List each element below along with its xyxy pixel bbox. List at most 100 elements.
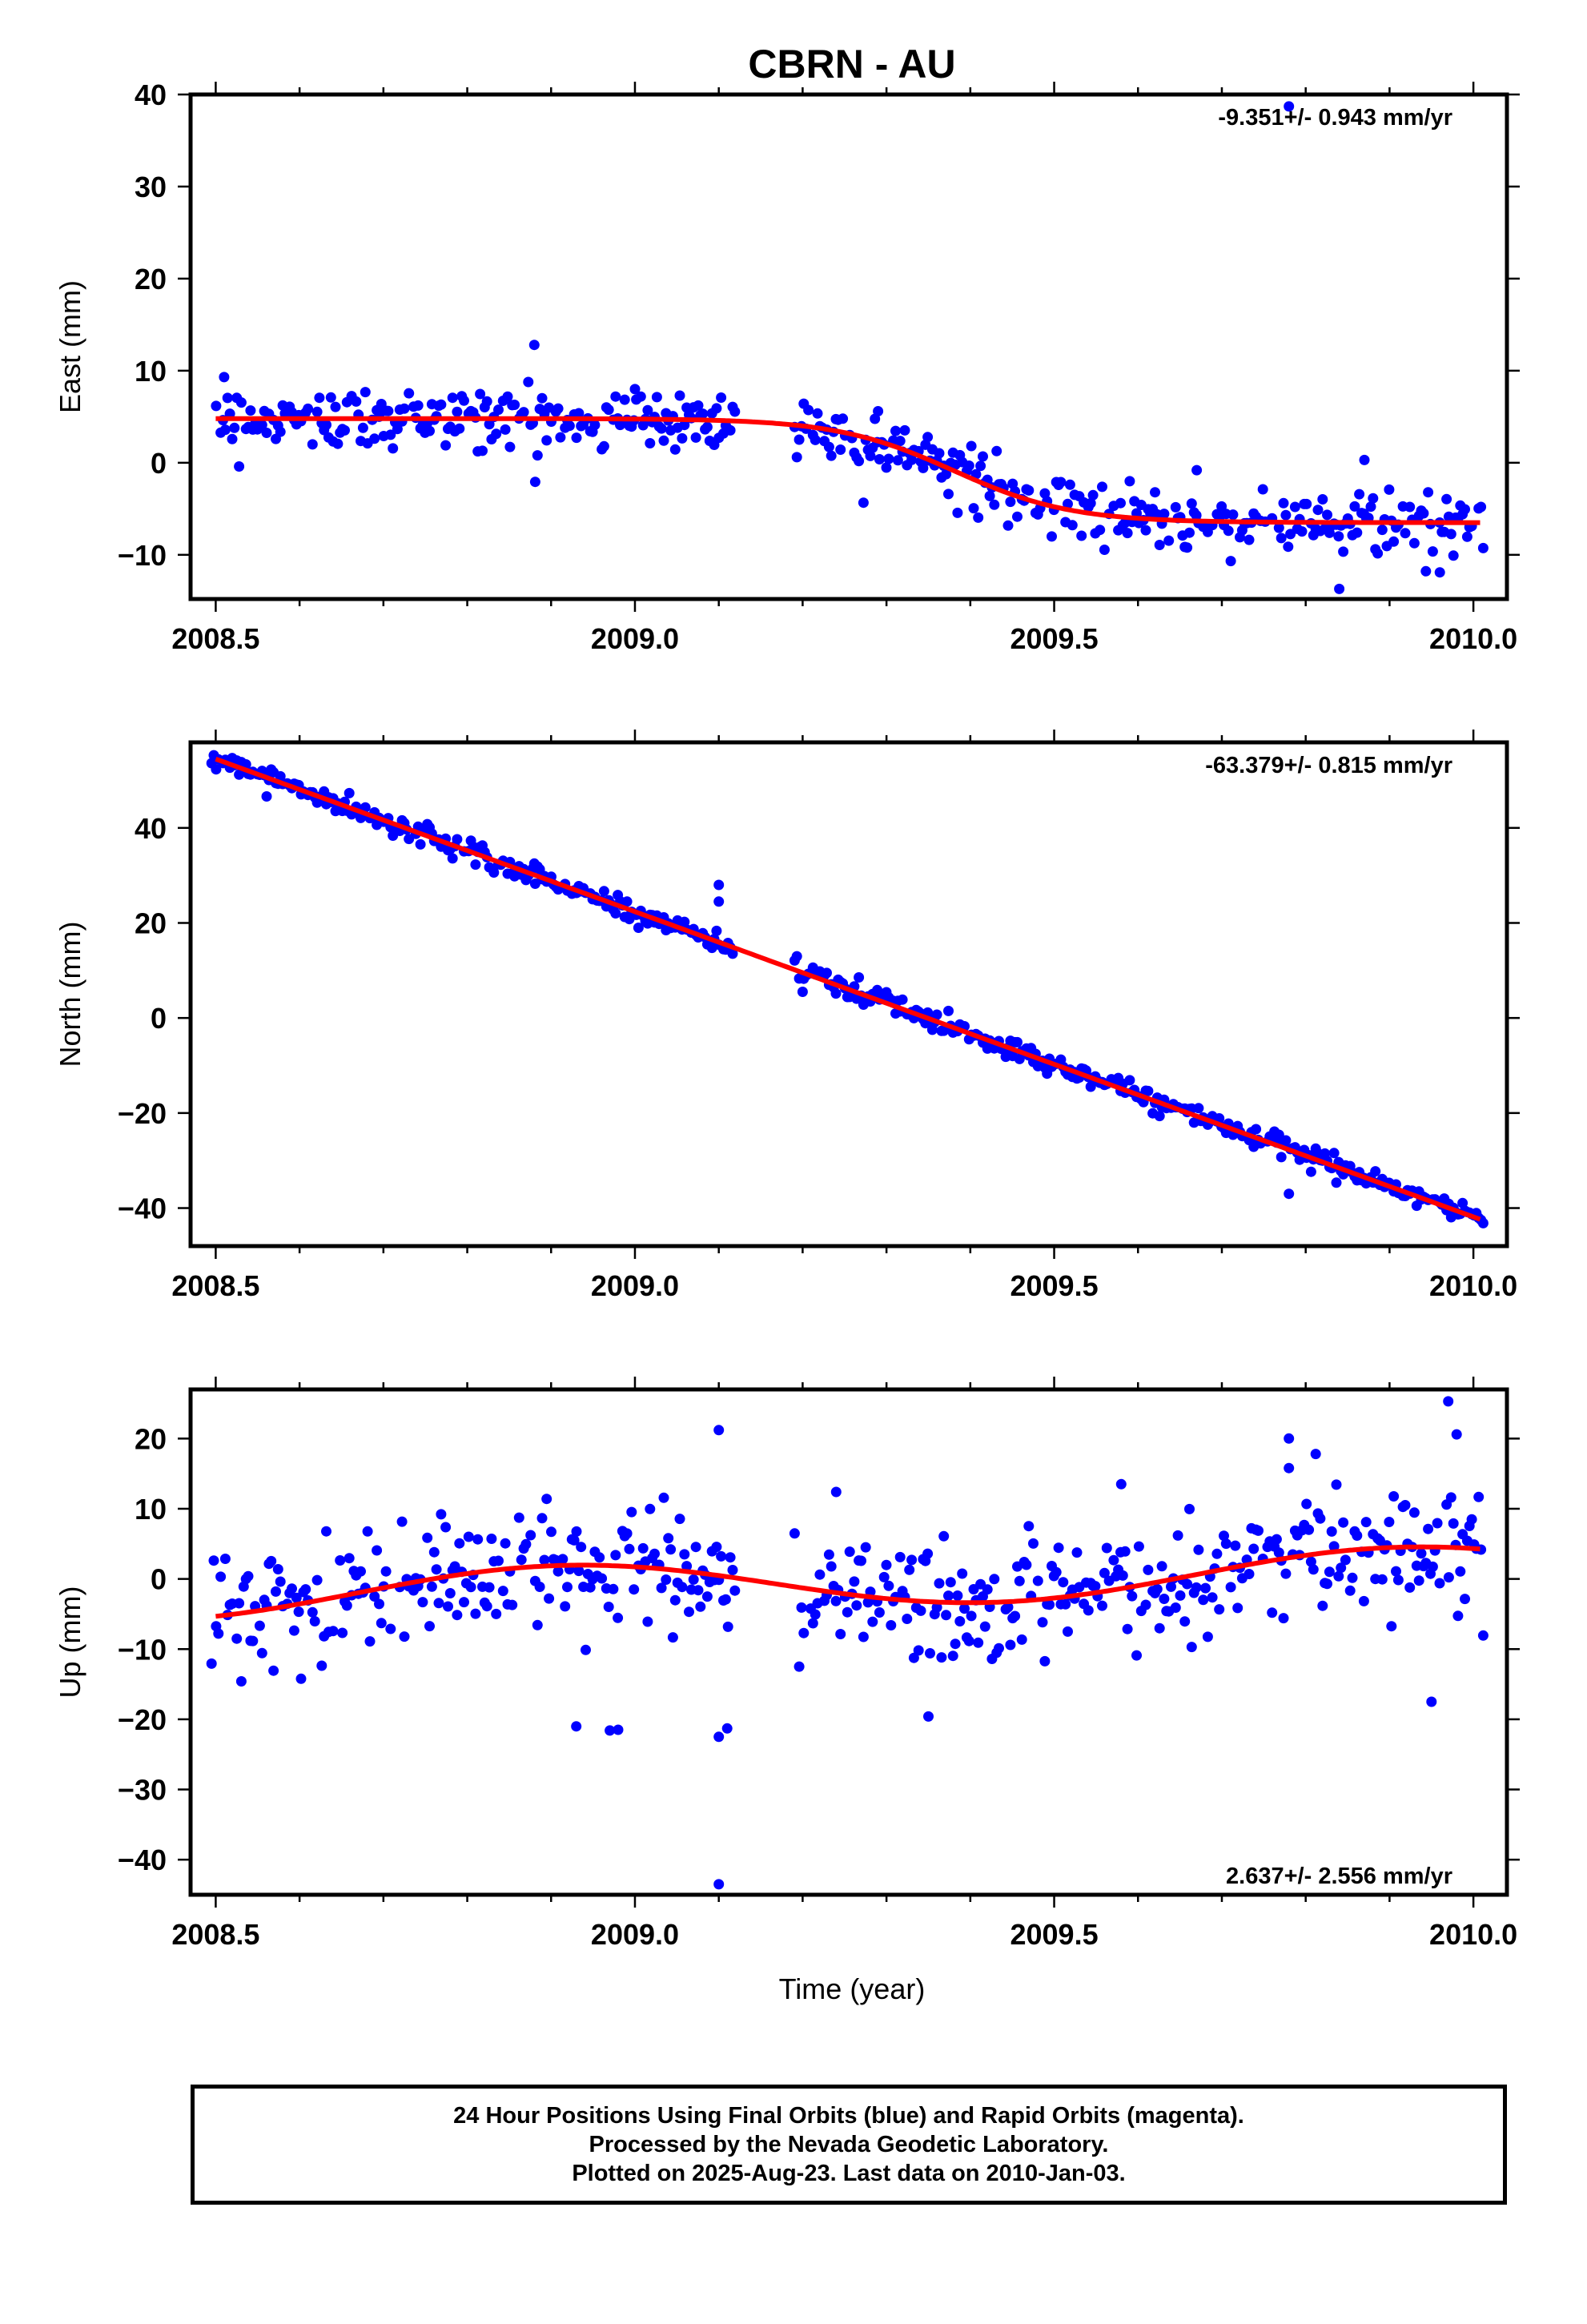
data-point xyxy=(376,1618,387,1629)
data-point xyxy=(1376,1574,1388,1585)
data-point xyxy=(569,1534,580,1546)
data-point xyxy=(500,1538,511,1549)
data-point xyxy=(560,1601,571,1612)
data-point xyxy=(1408,1507,1420,1518)
data-point xyxy=(1384,1517,1395,1527)
data-point xyxy=(1122,528,1133,539)
data-point xyxy=(906,454,918,465)
data-point xyxy=(943,1005,954,1016)
data-point xyxy=(1391,1566,1401,1577)
data-point xyxy=(364,1636,376,1647)
data-point xyxy=(1455,1566,1466,1577)
data-point xyxy=(1154,1111,1165,1122)
y-tick-label: −20 xyxy=(118,1703,167,1736)
data-point xyxy=(1047,531,1057,542)
data-point xyxy=(288,1625,299,1636)
data-point xyxy=(525,1530,536,1541)
data-point xyxy=(227,433,238,444)
data-point xyxy=(1124,1075,1135,1086)
x-tick-label: 2009.5 xyxy=(1010,1269,1098,1302)
data-point xyxy=(1051,1566,1062,1578)
data-point xyxy=(1460,504,1470,515)
data-point xyxy=(256,420,267,431)
data-point xyxy=(1060,1598,1071,1610)
data-point xyxy=(1021,1559,1032,1570)
data-point xyxy=(1408,537,1420,549)
data-point xyxy=(989,499,1000,510)
data-point xyxy=(339,424,350,436)
data-point xyxy=(1087,489,1099,501)
data-point xyxy=(1214,1604,1225,1615)
data-point xyxy=(316,1660,327,1671)
data-point xyxy=(610,908,621,919)
y-tick-label: −30 xyxy=(118,1774,167,1807)
data-point xyxy=(1310,1449,1321,1460)
data-point xyxy=(1005,497,1016,508)
data-point xyxy=(1172,1530,1183,1541)
data-point xyxy=(701,1591,713,1602)
data-point xyxy=(1064,479,1075,490)
data-point xyxy=(1101,1542,1112,1554)
data-point xyxy=(1133,1541,1144,1552)
data-point xyxy=(674,1514,685,1525)
data-point xyxy=(1326,1526,1337,1537)
data-point xyxy=(1349,501,1360,512)
data-point xyxy=(1220,1538,1231,1550)
data-point xyxy=(725,424,736,436)
data-point xyxy=(679,1549,690,1560)
data-point xyxy=(303,403,314,414)
data-point xyxy=(642,1616,653,1627)
data-point xyxy=(1284,101,1295,112)
data-point xyxy=(1002,1602,1014,1613)
data-point xyxy=(1012,511,1023,522)
data-point xyxy=(835,1629,846,1639)
data-point xyxy=(477,445,488,456)
data-point xyxy=(235,1676,247,1687)
data-point xyxy=(424,425,435,436)
panel-0: 2008.5 2009.0 2009.5 2010.0 40 30 20 10 0 −10 East… xyxy=(54,78,1520,655)
data-point xyxy=(235,397,247,408)
data-point xyxy=(1143,1085,1154,1096)
data-point xyxy=(1124,476,1135,487)
data-point xyxy=(1322,509,1332,521)
data-point xyxy=(1338,546,1349,557)
data-point xyxy=(881,1559,892,1570)
data-point xyxy=(854,972,865,983)
data-point xyxy=(1211,1548,1223,1559)
data-point xyxy=(541,435,552,446)
data-point xyxy=(1317,1600,1328,1611)
footer-line-2: Processed by the Nevada Geodetic Laborat… xyxy=(589,2132,1109,2157)
x-tick-label: 2009.0 xyxy=(591,1918,679,1951)
data-point xyxy=(484,1582,495,1593)
data-point xyxy=(1304,1524,1315,1535)
data-point xyxy=(661,1574,672,1585)
data-point xyxy=(658,1492,669,1503)
data-point xyxy=(385,1623,396,1634)
data-point xyxy=(426,1581,437,1592)
data-point xyxy=(1284,1462,1295,1474)
data-point xyxy=(729,406,741,417)
data-point xyxy=(897,994,908,1005)
data-point xyxy=(470,1608,481,1619)
data-point xyxy=(947,1651,958,1662)
data-point xyxy=(684,1606,694,1618)
data-point xyxy=(867,1616,878,1627)
data-point xyxy=(1368,493,1379,504)
data-point xyxy=(261,791,272,802)
data-point xyxy=(794,434,805,445)
data-point xyxy=(1315,1513,1326,1524)
data-point xyxy=(1083,1605,1094,1616)
data-point xyxy=(908,1652,919,1663)
data-point xyxy=(321,1526,331,1537)
y-tick-label: 40 xyxy=(135,78,167,111)
data-point xyxy=(796,1602,807,1613)
data-point xyxy=(1289,501,1300,513)
y-tick-label: 40 xyxy=(135,812,167,845)
data-point xyxy=(1184,527,1195,538)
data-point xyxy=(645,1503,656,1514)
data-point xyxy=(1071,1547,1083,1558)
data-point xyxy=(1012,1036,1023,1047)
data-point xyxy=(720,1594,731,1605)
data-point xyxy=(433,1598,444,1609)
